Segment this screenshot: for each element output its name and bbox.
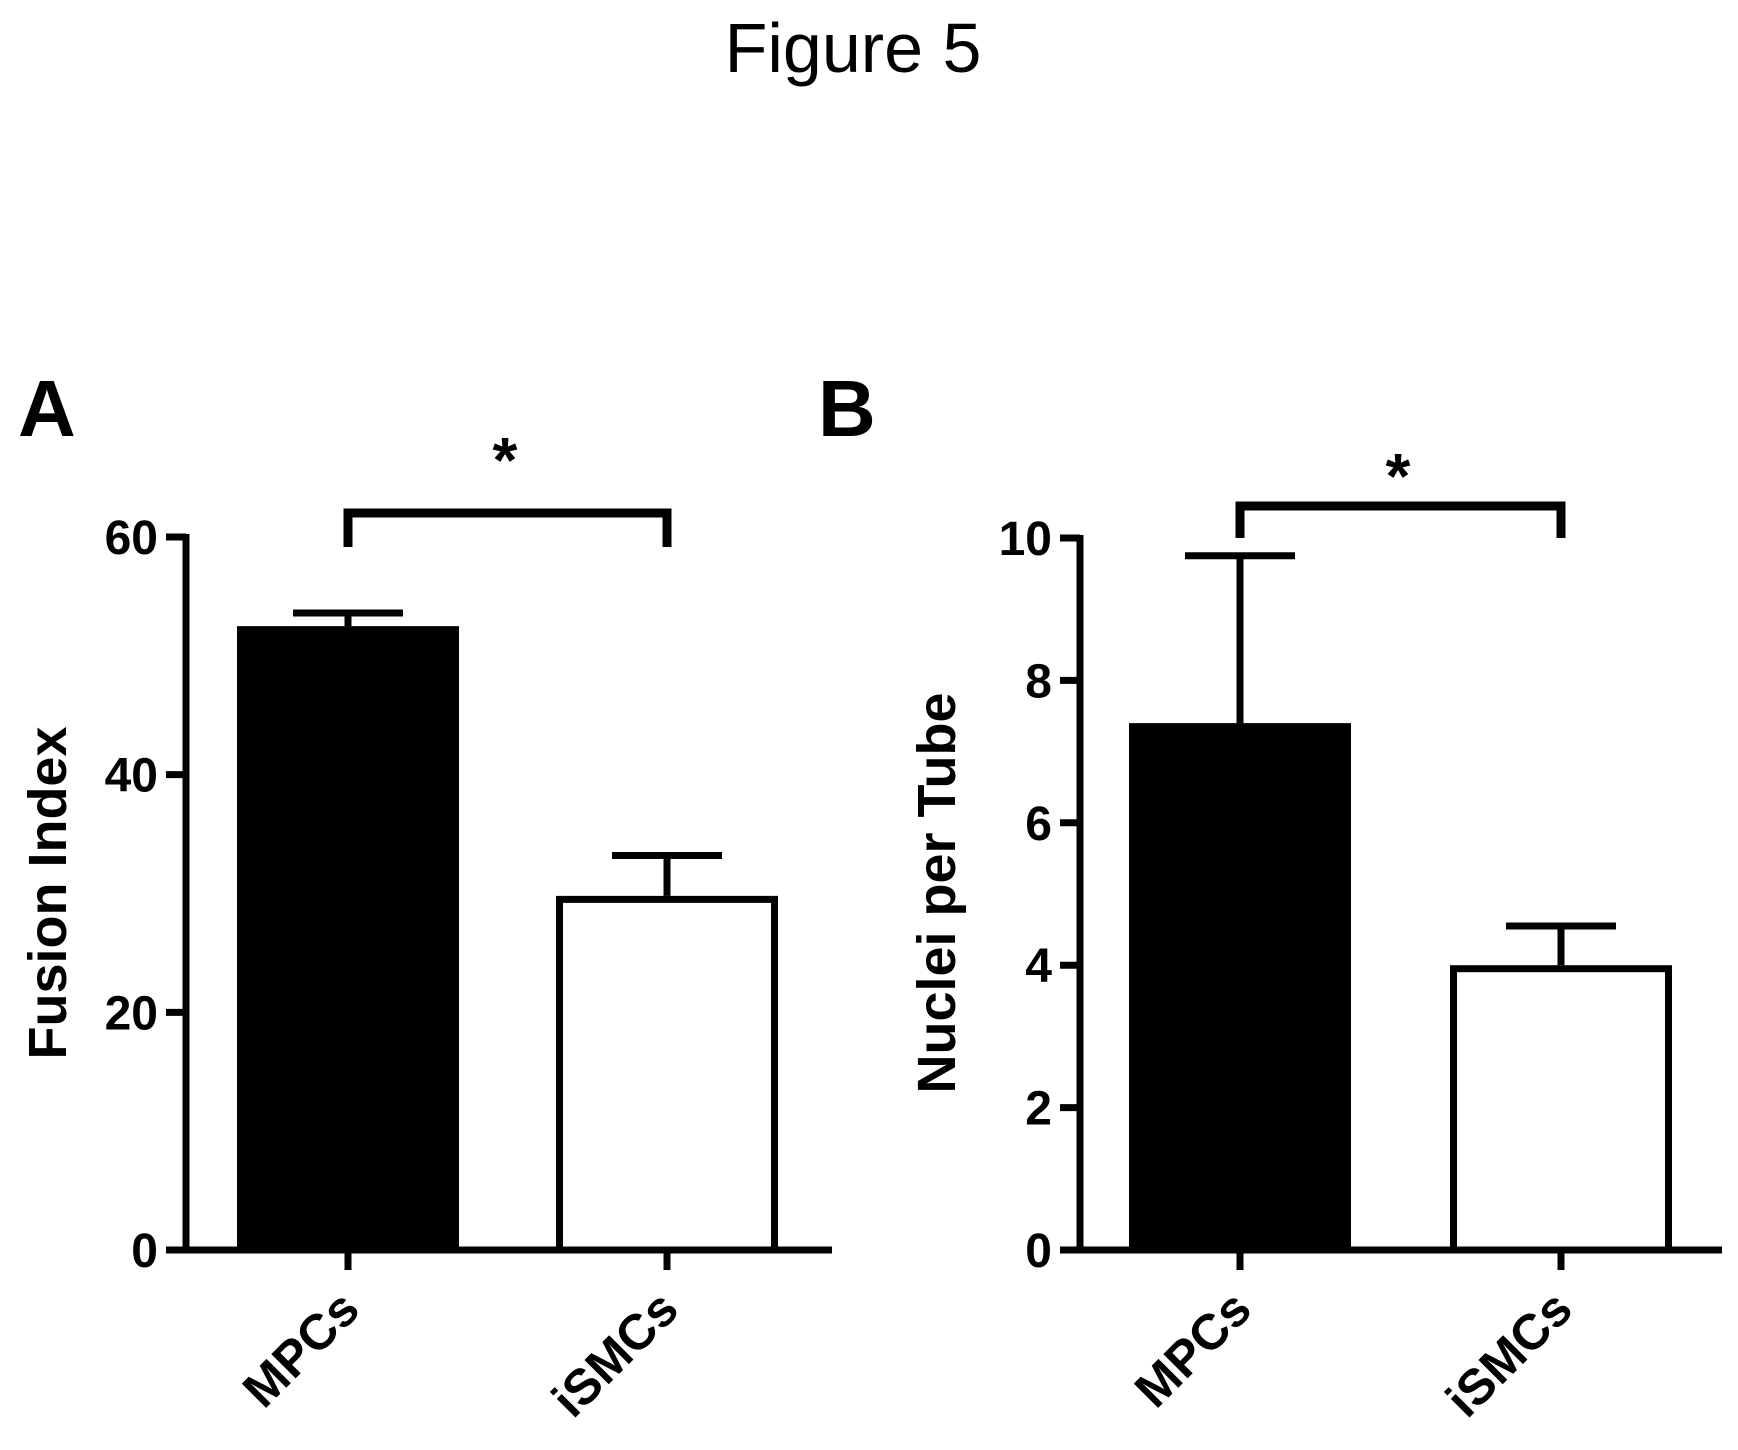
figure-title: Figure 5: [725, 9, 982, 87]
panel-b-y-tick-label: 2: [1025, 1083, 1052, 1136]
panel-b-y-tick-label: 8: [1025, 655, 1052, 708]
panel-b: B * Nuclei per Tube 0 2 4 6 8 10 MPCs iSMCs: [818, 364, 1722, 1428]
panel-b-label: B: [818, 364, 876, 453]
panel-b-y-axis-label: Nuclei per Tube: [907, 692, 967, 1093]
panel-b-y-tick-label: 6: [1025, 798, 1052, 851]
panel-a-label: A: [18, 364, 76, 453]
panel-a-significance: *: [493, 424, 518, 496]
panel-b-y-tick-label: 10: [999, 513, 1052, 566]
panel-b-x-tick-label-ismcs: iSMCs: [1435, 1280, 1583, 1428]
panel-a-y-tick-label: 60: [105, 512, 158, 565]
panel-a-x-tick-label-mpcs: MPCs: [232, 1280, 370, 1418]
panel-b-y-tick-label: 4: [1025, 940, 1052, 993]
panel-a-x-tick-label-ismcs: iSMCs: [541, 1280, 689, 1428]
panel-a: A * Fusion Index 0 20 40 60 MPCs iSMCs: [18, 364, 832, 1428]
panel-b-y-tick-label: 0: [1025, 1225, 1052, 1278]
panel-b-x-tick-label-mpcs: MPCs: [1124, 1280, 1262, 1418]
panel-b-bar-mpcs: [1129, 723, 1351, 1254]
panel-a-y-tick-label: 0: [131, 1225, 158, 1278]
panel-b-significance: *: [1386, 440, 1411, 512]
panel-a-significance-bracket: [343, 508, 672, 547]
panel-b-significance-bracket: [1235, 501, 1566, 538]
panel-a-y-tick-label: 20: [105, 987, 158, 1040]
panel-b-bar-ismcs: [1450, 965, 1672, 1254]
panel-a-bar-mpcs: [237, 626, 459, 1254]
panel-a-y-axis-label: Fusion Index: [18, 726, 78, 1059]
panel-a-bar-ismcs: [556, 895, 778, 1254]
panel-a-y-tick-label: 40: [105, 750, 158, 803]
